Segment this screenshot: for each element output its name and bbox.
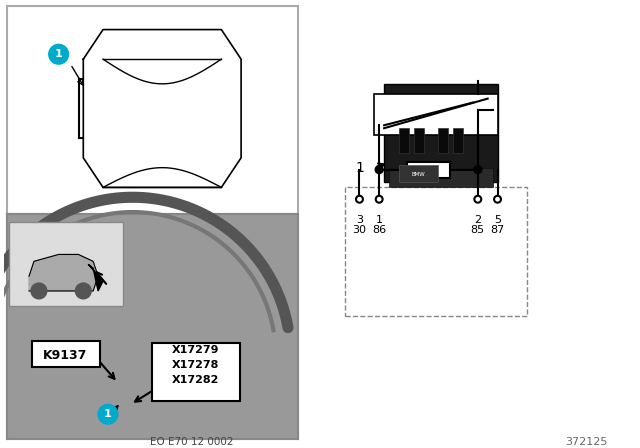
Bar	[10, 222, 123, 306]
FancyBboxPatch shape	[152, 343, 240, 401]
Bar	[453, 128, 463, 153]
Text: 5: 5	[494, 215, 501, 225]
Text: 372125: 372125	[565, 437, 607, 447]
Bar	[374, 94, 497, 135]
Bar	[7, 214, 298, 439]
Text: X17278: X17278	[172, 360, 220, 370]
Text: X17282: X17282	[172, 375, 220, 385]
Circle shape	[98, 405, 118, 424]
Bar	[399, 165, 438, 182]
Text: EO E70 12 0002: EO E70 12 0002	[150, 437, 234, 447]
Bar	[399, 128, 409, 153]
Circle shape	[76, 283, 91, 299]
Text: 1: 1	[376, 215, 383, 225]
Text: 2: 2	[474, 215, 481, 225]
Bar	[7, 6, 298, 215]
Text: 1: 1	[104, 409, 112, 419]
Text: 30: 30	[353, 225, 367, 235]
Text: 3: 3	[356, 215, 363, 225]
Bar	[438, 128, 448, 153]
Bar	[345, 187, 527, 315]
Text: K9137: K9137	[44, 349, 88, 362]
Polygon shape	[29, 254, 98, 291]
FancyBboxPatch shape	[32, 341, 100, 367]
Text: 1: 1	[55, 49, 63, 59]
Bar	[384, 84, 497, 182]
Text: X17279: X17279	[172, 345, 220, 355]
Circle shape	[494, 196, 501, 202]
Polygon shape	[88, 264, 103, 291]
Bar	[7, 214, 298, 439]
Text: 85: 85	[471, 225, 485, 235]
Text: 86: 86	[372, 225, 386, 235]
Circle shape	[474, 196, 481, 202]
Circle shape	[376, 196, 383, 202]
Bar	[407, 162, 450, 177]
Circle shape	[49, 44, 68, 64]
Bar	[413, 128, 424, 153]
Circle shape	[31, 283, 47, 299]
Text: 1: 1	[355, 161, 364, 175]
Text: BMW: BMW	[412, 172, 426, 177]
Circle shape	[356, 196, 363, 202]
Bar	[389, 168, 493, 187]
Circle shape	[474, 166, 482, 173]
Circle shape	[375, 166, 383, 173]
Text: 87: 87	[490, 225, 505, 235]
